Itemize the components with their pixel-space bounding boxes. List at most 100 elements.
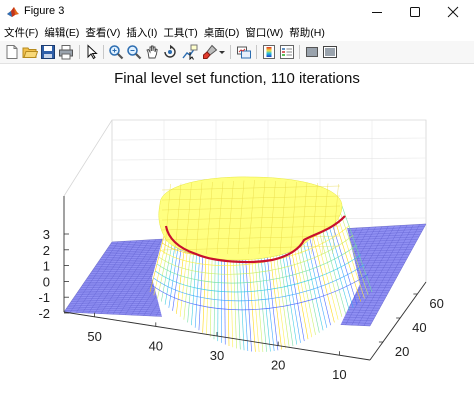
wall-mesh-line: [202, 249, 207, 333]
plateau-mesh-line: [161, 225, 341, 231]
wall-mesh-line: [266, 250, 279, 351]
print-icon[interactable]: [58, 44, 74, 60]
plateau-mesh-line: [248, 179, 255, 255]
x-tick-label: 30: [210, 348, 224, 363]
y-tick-label: 40: [412, 320, 426, 335]
wall-mesh-line: [332, 213, 361, 302]
wall-mesh-line: [335, 211, 365, 299]
toolbar-separator: [79, 45, 80, 59]
wall-mesh-line: [302, 239, 324, 331]
wall-mesh-line: [213, 251, 216, 340]
x-axis-ticks: 50 40 30 20 10: [87, 312, 347, 382]
brush-dropdown-icon[interactable]: [218, 44, 226, 60]
y-tick-label: 20: [395, 344, 409, 359]
plane-mesh-line: [351, 224, 408, 326]
z-tick-label: 3: [43, 227, 50, 242]
pointer-icon[interactable]: [84, 44, 100, 60]
colorbar-icon[interactable]: [261, 44, 277, 60]
title-bar: Figure 3: [0, 0, 474, 24]
wall-mesh-line: [263, 251, 275, 351]
show-plot-tools-icon[interactable]: [322, 44, 338, 60]
plateau-mesh-line: [227, 180, 234, 255]
save-icon[interactable]: [40, 44, 56, 60]
wall-mesh-line: [230, 256, 234, 348]
minimize-button[interactable]: [358, 0, 396, 24]
wall-mesh-line: [164, 239, 177, 305]
rotate-3d-icon[interactable]: [162, 44, 178, 60]
plane-mesh-line: [112, 239, 163, 315]
plateau-mesh-line: [279, 181, 287, 255]
wall-backfill: [152, 206, 360, 360]
brush-icon[interactable]: [202, 44, 218, 60]
plateau-mesh-line: [164, 183, 171, 255]
y-tick-label: 60: [429, 296, 443, 311]
window-title: Figure 3: [24, 5, 65, 17]
legend-icon[interactable]: [279, 44, 295, 60]
wall-contour-line: [156, 244, 358, 284]
figure-toolbar: [0, 41, 474, 64]
menu-view[interactable]: 查看(V): [85, 27, 121, 39]
grid-line: [111, 137, 427, 141]
hide-plot-tools-icon[interactable]: [304, 44, 320, 60]
open-file-icon[interactable]: [22, 44, 38, 60]
wall-mesh-line: [187, 245, 195, 323]
x-tick-label: 20: [271, 358, 285, 373]
zoom-out-icon[interactable]: [126, 44, 142, 60]
menu-window[interactable]: 窗口(W): [245, 27, 284, 39]
wall-mesh-line: [245, 255, 252, 352]
wall-mesh-line: [254, 253, 264, 353]
wall-mesh-line: [257, 252, 267, 352]
plane-mesh-line: [94, 240, 144, 314]
wall-mesh-line: [296, 244, 316, 336]
wall-mesh-line: [281, 247, 298, 345]
close-button[interactable]: [434, 0, 472, 24]
maximize-button[interactable]: [396, 0, 434, 24]
menu-insert[interactable]: 插入(I): [126, 27, 158, 39]
toolbar-separator: [256, 45, 257, 59]
wall-mesh-line: [179, 243, 189, 317]
menu-help[interactable]: 帮助(H): [289, 27, 325, 39]
plateau-mesh-line: [290, 181, 297, 255]
x-tick-label: 50: [87, 329, 101, 344]
close-icon: [447, 6, 459, 18]
toolbar-separator: [299, 45, 300, 59]
wall-mesh-line: [290, 245, 309, 340]
plane-mesh-line: [69, 241, 119, 313]
toolbar-separator: [103, 45, 104, 59]
wall-mesh-line: [299, 242, 320, 333]
wall-contour-line: [153, 264, 365, 302]
x-tick-label: 10: [332, 367, 346, 382]
z-tick-label: 1: [43, 259, 50, 274]
menu-edit[interactable]: 编辑(E): [44, 27, 80, 39]
plateau-mesh-line: [195, 182, 203, 255]
wall-mesh-line: [320, 223, 346, 314]
wall-mesh-line: [172, 241, 183, 311]
wall-mesh-line: [317, 226, 343, 317]
link-plot-icon[interactable]: [236, 44, 252, 60]
plateau-mesh-line: [161, 185, 341, 191]
plateau-mesh-line: [185, 182, 192, 255]
data-cursor-icon[interactable]: [182, 44, 198, 60]
plateau-mesh-line: [161, 205, 341, 211]
menu-desktop[interactable]: 桌面(D): [203, 27, 240, 39]
wall-contour-line: [158, 234, 354, 275]
wall-mesh-line: [338, 208, 369, 296]
wall-mesh-line: [194, 247, 201, 328]
wall-mesh-line: [260, 252, 271, 352]
menu-tools[interactable]: 工具(T): [163, 27, 198, 39]
maximize-icon: [410, 7, 420, 17]
wall-mesh-line: [217, 252, 219, 342]
wall-mesh-line: [275, 248, 290, 348]
pan-icon[interactable]: [144, 44, 160, 60]
matlab-logo-icon: [7, 7, 19, 17]
zoom-in-icon[interactable]: [108, 44, 124, 60]
new-figure-icon[interactable]: [4, 44, 20, 60]
wall-mesh-line: [242, 256, 249, 351]
wall-mesh-line: [305, 236, 328, 328]
plane-mesh-line: [345, 225, 402, 325]
z-tick-label: 0: [43, 274, 50, 289]
menu-file[interactable]: 文件(F): [4, 27, 39, 39]
wall-mesh-line: [183, 244, 192, 320]
